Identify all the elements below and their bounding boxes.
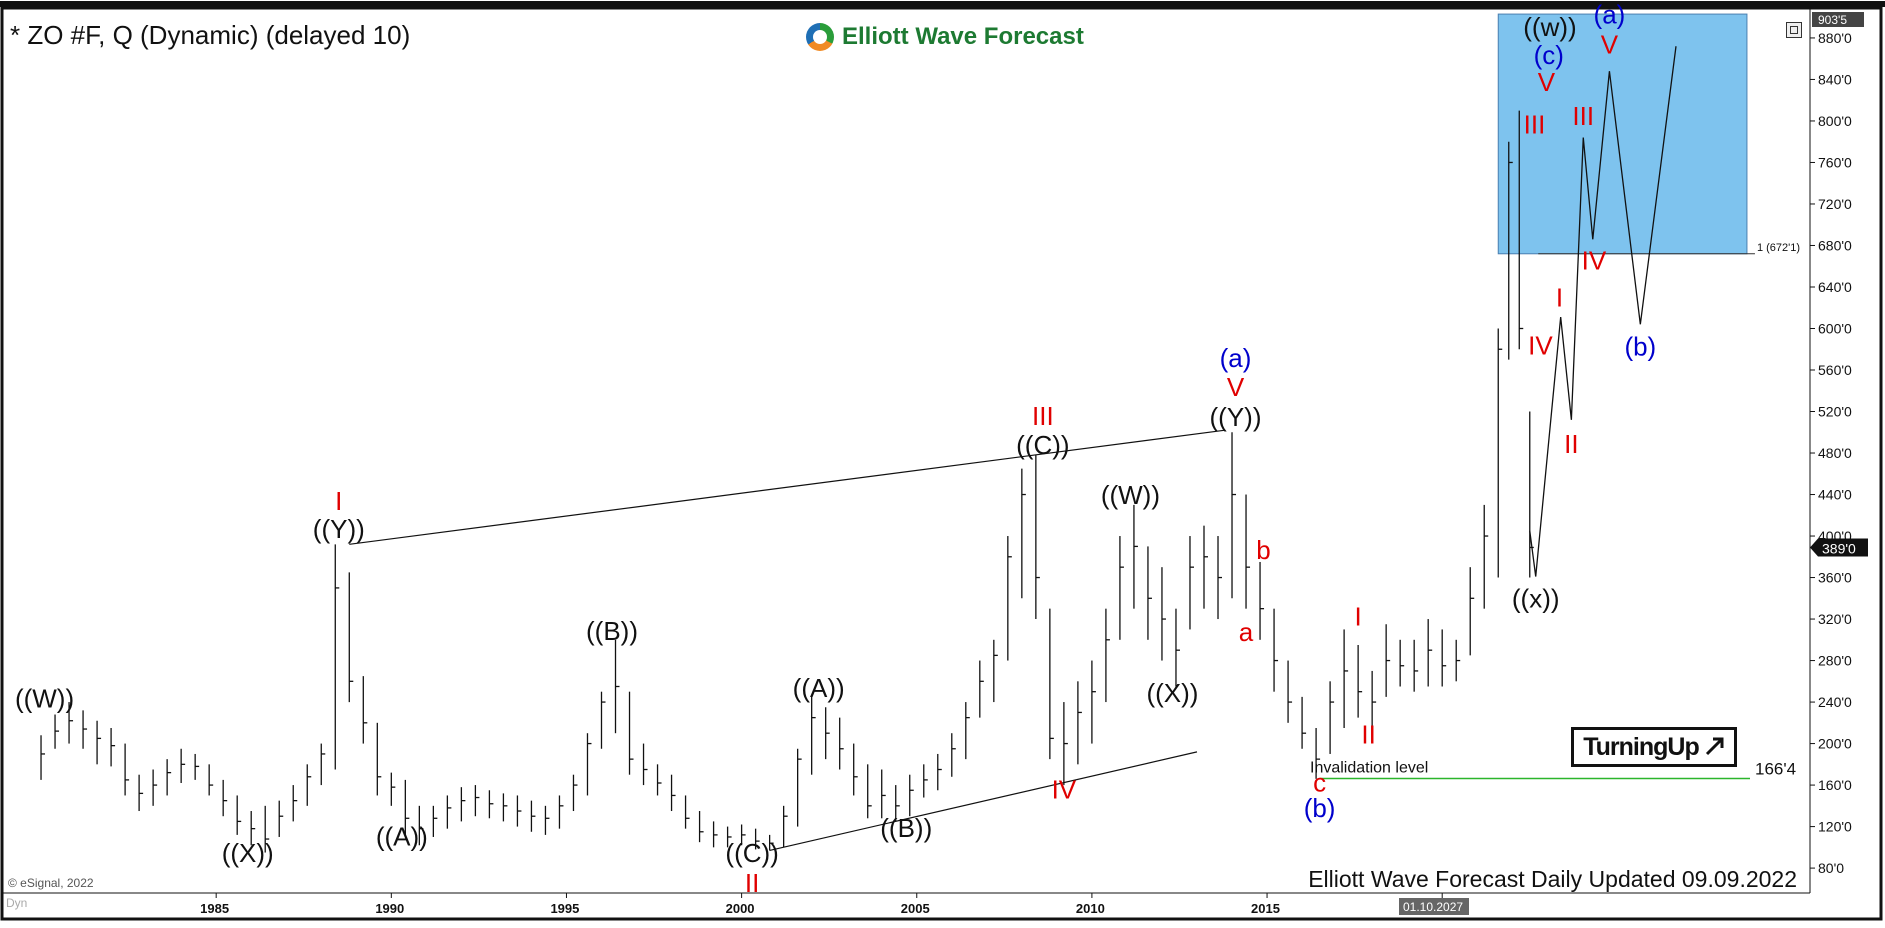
wave-label: II bbox=[1361, 720, 1375, 750]
wave-label: II bbox=[745, 868, 759, 898]
wave-label: ((Y)) bbox=[1210, 402, 1262, 432]
wave-label: IV bbox=[1052, 775, 1077, 805]
wave-label: V bbox=[1601, 30, 1619, 60]
y-tick-label: 120'0 bbox=[1818, 819, 1852, 835]
wave-label: III bbox=[1572, 101, 1594, 131]
x-tick-label: 2015 bbox=[1251, 901, 1280, 916]
wave-label: ((W)) bbox=[15, 683, 74, 713]
last-price-label: 389'0 bbox=[1822, 540, 1856, 556]
x-tick-label: 2000 bbox=[726, 901, 755, 916]
x-tick-label: 2005 bbox=[901, 901, 930, 916]
wave-label: IV bbox=[1528, 330, 1553, 360]
wave-label: (b) bbox=[1304, 793, 1336, 823]
wave-label: I bbox=[1556, 283, 1563, 313]
trendline-upper bbox=[349, 429, 1226, 545]
y-tick-label: 240'0 bbox=[1818, 694, 1852, 710]
wave-label: ((X)) bbox=[222, 838, 274, 868]
wave-label: I bbox=[1355, 601, 1362, 631]
date-box bbox=[1399, 898, 1469, 915]
x-tick-label: 1995 bbox=[550, 901, 579, 916]
wave-label: ((x)) bbox=[1512, 584, 1560, 614]
wave-label: ((A)) bbox=[793, 673, 845, 703]
wave-label: ((X)) bbox=[1146, 678, 1198, 708]
wave-label: b bbox=[1256, 535, 1270, 565]
top-price-label: 903'5 bbox=[1818, 13, 1847, 27]
wave-label: ((B)) bbox=[586, 616, 638, 646]
y-tick-label: 880'0 bbox=[1818, 30, 1852, 46]
brand-name: Elliott Wave Forecast bbox=[842, 23, 1084, 50]
wave-label: (a) bbox=[1594, 0, 1626, 29]
y-tick-label: 760'0 bbox=[1818, 154, 1852, 170]
turning-up-text: TurningUp bbox=[1583, 732, 1699, 761]
y-tick-label: 440'0 bbox=[1818, 487, 1852, 503]
x-tick-label: 1985 bbox=[200, 901, 229, 916]
y-tick-label: 840'0 bbox=[1818, 71, 1852, 87]
y-tick-label: 720'0 bbox=[1818, 196, 1852, 212]
wave-label: III bbox=[1032, 401, 1054, 431]
y-tick-label: 560'0 bbox=[1818, 362, 1852, 378]
wave-label: ((Y)) bbox=[313, 514, 365, 544]
wave-label: ((C)) bbox=[725, 838, 778, 868]
wave-label: V bbox=[1538, 67, 1556, 97]
trendline-lower bbox=[769, 751, 1198, 852]
wave-label: ((W)) bbox=[1101, 480, 1160, 510]
wave-label: ((B)) bbox=[880, 813, 932, 843]
wave-label: I bbox=[335, 486, 342, 516]
y-tick-label: 600'0 bbox=[1818, 320, 1852, 336]
wave-label: a bbox=[1239, 617, 1254, 647]
copyright-text: © eSignal, 2022 bbox=[8, 876, 94, 890]
wave-label: III bbox=[1524, 109, 1546, 139]
chart-border bbox=[0, 6, 1883, 921]
target-box bbox=[1497, 13, 1748, 255]
last-price-box bbox=[1810, 538, 1868, 557]
y-tick-label: 200'0 bbox=[1818, 736, 1852, 752]
y-tick-label: 360'0 bbox=[1818, 570, 1852, 586]
wave-label: (b) bbox=[1624, 331, 1656, 361]
restore-window-icon[interactable] bbox=[1786, 22, 1802, 38]
brand-logo: Elliott Wave Forecast bbox=[806, 19, 1084, 55]
dyn-label: Dyn bbox=[6, 896, 28, 910]
chart-title: * ZO #F, Q (Dynamic) (delayed 10) bbox=[10, 20, 411, 50]
projection-path bbox=[1529, 46, 1677, 577]
y-tick-label: 80'0 bbox=[1818, 860, 1844, 876]
wave-label: IV bbox=[1582, 245, 1607, 275]
wave-label: (c) bbox=[1534, 40, 1564, 70]
y-tick-label: 640'0 bbox=[1818, 279, 1852, 295]
y-tick-label: 160'0 bbox=[1818, 777, 1852, 793]
y-tick-label: 280'0 bbox=[1818, 653, 1852, 669]
y-tick-label: 520'0 bbox=[1818, 404, 1852, 420]
top-price-box bbox=[1812, 12, 1864, 27]
turning-up-badge: TurningUp bbox=[1571, 727, 1737, 767]
wave-label: c bbox=[1313, 767, 1326, 797]
wave-label: ((w)) bbox=[1523, 12, 1576, 42]
brand-logo-icon bbox=[806, 23, 834, 51]
wave-label: ((A)) bbox=[376, 821, 428, 851]
invalidation-label: Invalidation level bbox=[1310, 759, 1428, 776]
y-tick-label: 480'0 bbox=[1818, 445, 1852, 461]
trend-up-arrow-icon bbox=[1705, 737, 1724, 756]
y-tick-label: 320'0 bbox=[1818, 611, 1852, 627]
target-level-label: 1 (672'1) bbox=[1757, 242, 1800, 254]
y-tick-label: 800'0 bbox=[1818, 113, 1852, 129]
y-tick-label: 680'0 bbox=[1818, 237, 1852, 253]
invalidation-value-label: 166'4 bbox=[1755, 759, 1796, 778]
wave-label: (a) bbox=[1220, 343, 1252, 373]
wave-label: V bbox=[1227, 372, 1245, 402]
wave-label: II bbox=[1564, 429, 1578, 459]
x-tick-label: 1990 bbox=[375, 901, 404, 916]
footer-updated-text: Elliott Wave Forecast Daily Updated 09.0… bbox=[1308, 866, 1797, 892]
date-box-label: 01.10.2027 bbox=[1403, 900, 1463, 914]
wave-label: ((C)) bbox=[1016, 430, 1069, 460]
x-tick-label: 2010 bbox=[1076, 901, 1105, 916]
